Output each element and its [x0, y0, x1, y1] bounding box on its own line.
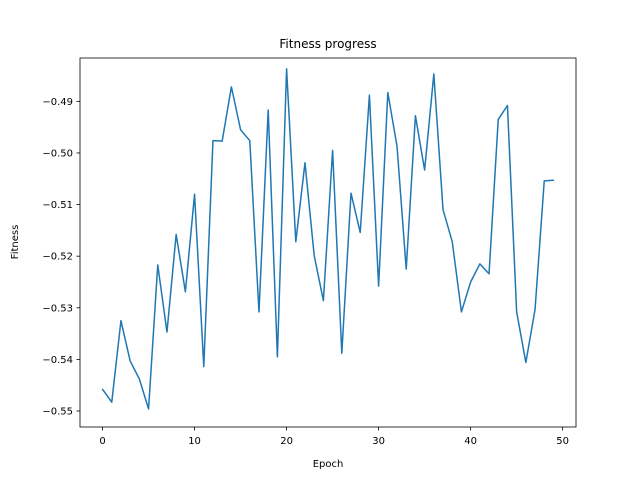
x-axis: 0 10 20 30 40 50 — [99, 427, 569, 447]
y-axis: −0.55 −0.54 −0.53 −0.52 −0.51 −0.50 −0.49 — [42, 97, 80, 418]
y-tick-label: −0.50 — [42, 148, 73, 159]
x-tick-label: 30 — [372, 436, 385, 447]
axes-frame — [79, 57, 577, 428]
x-tick-label: 50 — [556, 436, 569, 447]
chart-title: Fitness progress — [279, 37, 376, 51]
plot-area — [101, 68, 555, 410]
x-tick-label: 20 — [280, 436, 293, 447]
x-tick-label: 0 — [99, 436, 105, 447]
y-tick-label: −0.52 — [42, 252, 73, 263]
x-axis-label: Epoch — [313, 459, 344, 470]
y-axis-label: Fitness — [10, 225, 21, 260]
x-tick-label: 10 — [188, 436, 201, 447]
y-tick-label: −0.54 — [42, 355, 73, 366]
y-tick-label: −0.51 — [42, 200, 73, 211]
series-line — [101, 68, 555, 410]
y-tick-label: −0.49 — [42, 97, 73, 108]
x-tick-label: 40 — [464, 436, 477, 447]
y-tick-label: −0.53 — [42, 303, 73, 314]
y-tick-label: −0.55 — [42, 407, 73, 418]
